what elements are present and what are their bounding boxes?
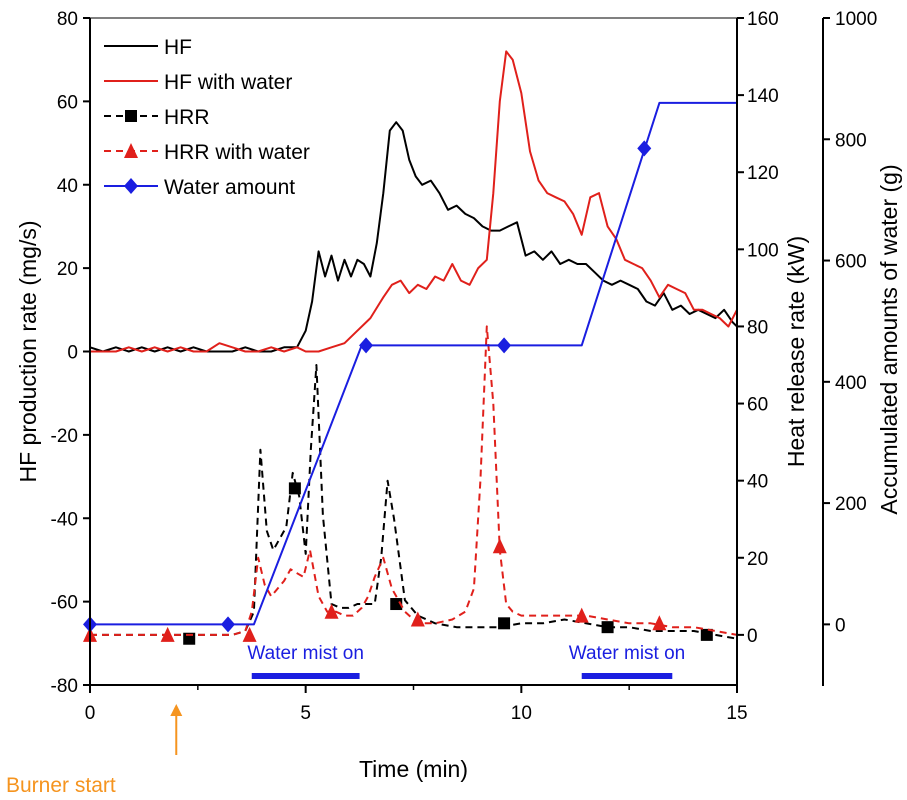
left-tick-label: 0 (67, 343, 78, 364)
x-tick-label: 0 (85, 703, 96, 724)
left-tick-label: -40 (51, 509, 78, 530)
series-marker (601, 621, 614, 634)
legend-label: HF (164, 36, 192, 59)
series-marker (242, 626, 257, 642)
water-tick-label: 200 (835, 494, 867, 515)
hrr-tick-label: 20 (747, 549, 768, 570)
burner-arrow-head (170, 704, 183, 716)
water-tick-label: 800 (835, 130, 867, 151)
hrr-tick-label: 120 (747, 163, 779, 184)
legend-label: HRR with water (164, 141, 310, 164)
water-tick-label: 1000 (835, 9, 877, 30)
hrr-axis-title: Heat release rate (kW) (783, 236, 809, 467)
series-marker (124, 178, 138, 194)
hrr-tick-label: 160 (747, 9, 779, 30)
series-line-hrr (90, 364, 738, 640)
water-mist-label: Water mist on (247, 643, 364, 664)
water-tick-label: 400 (835, 373, 867, 394)
series-marker (125, 110, 137, 122)
hrr-tick-label: 0 (747, 626, 758, 647)
hrr-tick-label: 140 (747, 86, 779, 107)
series-marker (359, 337, 374, 354)
series-line-hrr-with-water (90, 325, 738, 636)
left-axis-title: HF production rate (mg/s) (15, 220, 41, 482)
series-marker (637, 140, 652, 157)
left-tick-label: 40 (57, 176, 78, 197)
series-marker (700, 628, 713, 641)
hrr-tick-label: 100 (747, 240, 779, 261)
x-tick-label: 10 (511, 703, 532, 724)
series-marker (324, 603, 339, 619)
series-marker (390, 598, 403, 611)
series-marker (410, 611, 425, 627)
left-tick-label: -80 (51, 676, 78, 697)
water-tick-label: 0 (835, 615, 846, 636)
hrr-tick-label: 40 (747, 472, 768, 493)
series-marker (124, 143, 138, 158)
series-marker (288, 482, 301, 495)
hrr-tick-label: 80 (747, 317, 768, 338)
burner-start-label: Burner start (6, 774, 116, 797)
series-line-hf-with-water (90, 50, 738, 353)
series-marker (492, 538, 507, 554)
series-line-water-amount (90, 101, 737, 626)
water-tick-label: 600 (835, 252, 867, 273)
legend-label: HRR (164, 106, 210, 129)
left-tick-label: 60 (57, 92, 78, 113)
legend-label: HF with water (164, 71, 292, 94)
series-marker (160, 626, 175, 642)
water-mist-label: Water mist on (569, 643, 686, 664)
left-tick-label: -60 (51, 593, 78, 614)
series-marker (574, 607, 589, 623)
x-tick-label: 5 (300, 703, 311, 724)
hrr-tick-label: 60 (747, 395, 768, 416)
left-tick-label: 20 (57, 259, 78, 280)
water-axis-title: Accumulated amounts of water (g) (876, 164, 902, 514)
series-marker (221, 616, 236, 633)
left-tick-label: -20 (51, 426, 78, 447)
x-axis-title: Time (min) (359, 756, 468, 782)
series-line-hf (89, 121, 738, 353)
left-tick-label: 80 (57, 9, 78, 30)
x-tick-label: 15 (726, 703, 747, 724)
series-marker (498, 617, 511, 630)
series-marker (497, 337, 512, 354)
series-marker (652, 615, 667, 631)
legend-label: Water amount (164, 176, 295, 199)
